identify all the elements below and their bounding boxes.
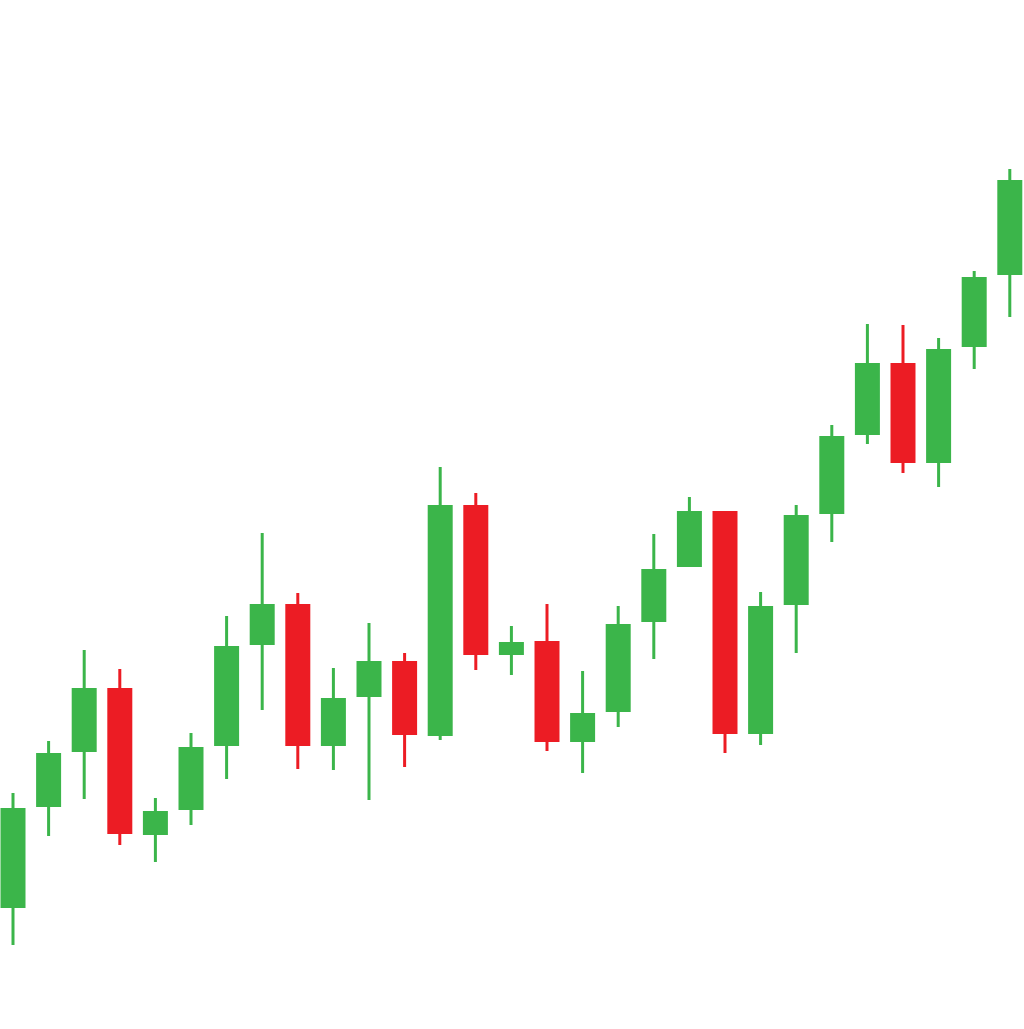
candle-body — [676, 511, 702, 567]
candle-body — [71, 688, 97, 752]
candle-body — [0, 808, 26, 908]
candle-body — [570, 713, 596, 742]
candle-body — [641, 569, 667, 622]
candle-body — [926, 349, 952, 463]
candle-body — [819, 436, 845, 514]
candle-body — [142, 811, 168, 835]
candle-body — [356, 661, 382, 697]
candle-body — [178, 747, 204, 810]
candle-body — [320, 698, 346, 746]
candle-body — [36, 753, 62, 807]
candle-body — [214, 646, 240, 746]
candle-body — [463, 505, 489, 655]
candle-body — [427, 505, 453, 736]
candle-body — [854, 363, 880, 435]
candle-body — [605, 624, 631, 712]
candle-body — [107, 688, 133, 834]
candle-body — [712, 511, 738, 734]
candle-body — [997, 180, 1023, 275]
candle-body — [783, 515, 809, 605]
candle-body — [748, 606, 774, 734]
candle-body — [534, 641, 560, 742]
candle-body — [890, 363, 916, 463]
candle-body — [285, 604, 311, 746]
candle-body — [961, 277, 987, 347]
candle-body — [498, 642, 524, 655]
candle-body — [249, 604, 275, 645]
candle-body — [392, 661, 418, 735]
